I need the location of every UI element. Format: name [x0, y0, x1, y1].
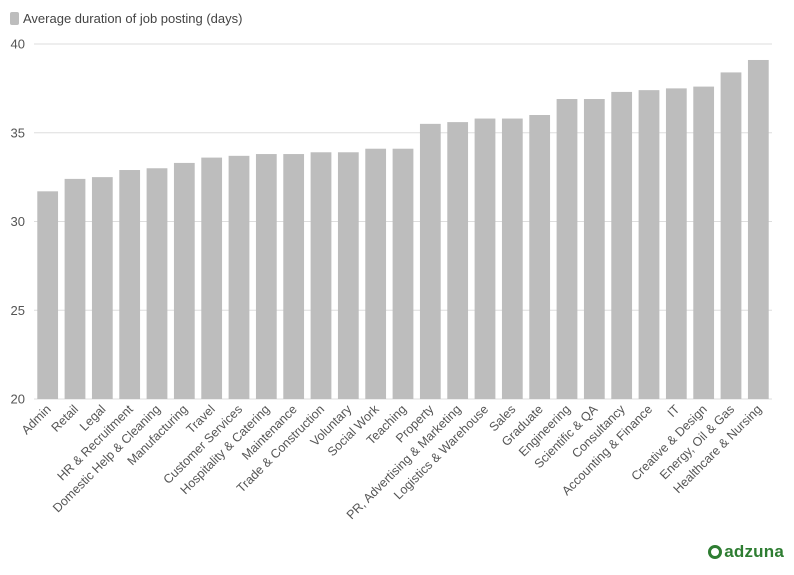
bar-18[interactable]: [501, 118, 523, 400]
bar-5[interactable]: [146, 168, 168, 399]
y-tick-label: 20: [11, 392, 25, 407]
legend[interactable]: Average duration of job posting (days): [10, 11, 242, 26]
bar-7[interactable]: [201, 157, 223, 399]
x-tick-label: Admin: [19, 402, 54, 437]
y-tick-label: 35: [11, 125, 25, 140]
bar-10[interactable]: [283, 154, 305, 399]
bar-14[interactable]: [392, 148, 414, 399]
bar-4[interactable]: [119, 170, 141, 399]
brand-name: adzuna: [724, 542, 784, 561]
bar-1[interactable]: [37, 191, 59, 399]
bar-11[interactable]: [310, 152, 332, 399]
x-tick-label: IT: [665, 402, 683, 420]
bar-24[interactable]: [665, 88, 687, 399]
bar-3[interactable]: [91, 177, 113, 399]
bar-17[interactable]: [474, 118, 496, 400]
bar-23[interactable]: [638, 90, 660, 400]
bar-22[interactable]: [611, 91, 633, 400]
bar-26[interactable]: [720, 72, 742, 400]
x-tick-label: Retail: [49, 402, 82, 435]
bar-16[interactable]: [447, 122, 469, 399]
bar-21[interactable]: [583, 99, 605, 400]
y-tick-label: 30: [11, 214, 25, 229]
legend-label: Average duration of job posting (days): [23, 11, 243, 26]
bar-25[interactable]: [693, 86, 715, 399]
bar-19[interactable]: [529, 115, 551, 399]
legend-swatch: [10, 12, 19, 25]
y-tick-label: 40: [11, 37, 25, 52]
adzuna-logo: adzuna: [708, 542, 784, 562]
bar-15[interactable]: [419, 123, 441, 399]
y-tick-label: 25: [11, 303, 25, 318]
bar-9[interactable]: [255, 154, 277, 399]
bar-13[interactable]: [365, 148, 387, 399]
adzuna-logo-icon: [708, 545, 723, 559]
bar-8[interactable]: [228, 155, 250, 399]
bar-20[interactable]: [556, 99, 578, 400]
bar-2[interactable]: [64, 178, 86, 399]
bar-27[interactable]: [747, 59, 769, 399]
bar-6[interactable]: [173, 162, 195, 399]
bar-12[interactable]: [337, 152, 359, 399]
